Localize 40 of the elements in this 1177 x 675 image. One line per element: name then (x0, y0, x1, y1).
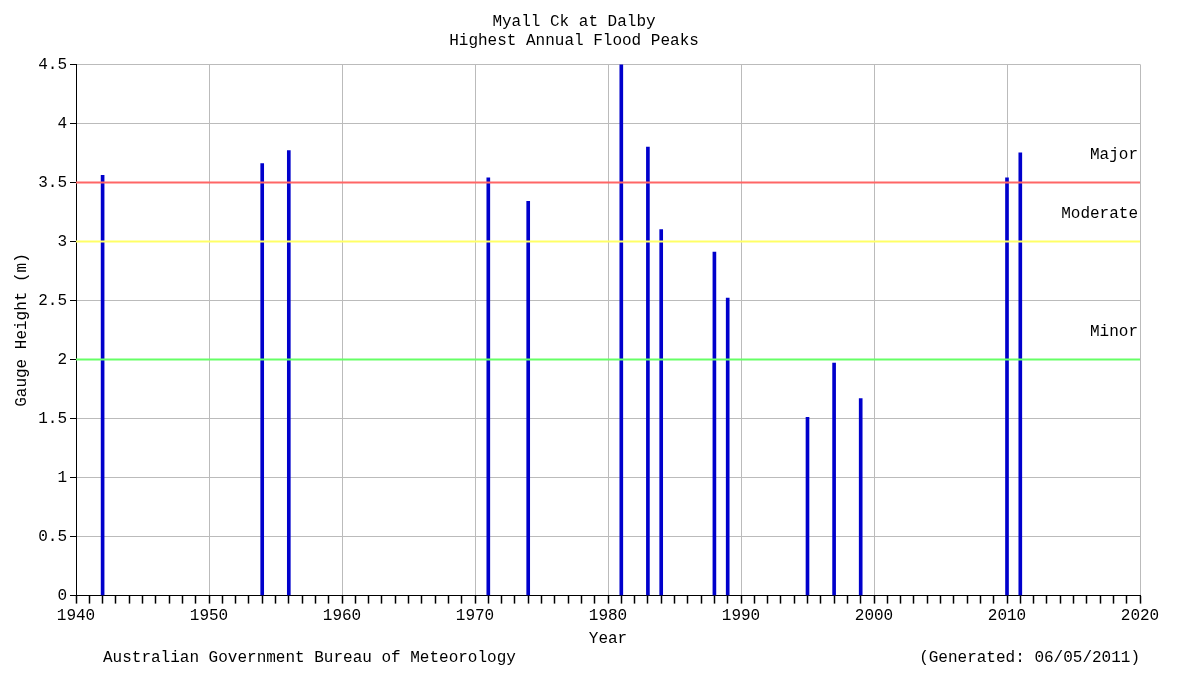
y-tick-label: 3.5 (38, 173, 67, 192)
y-tick-label: 2.5 (38, 291, 67, 310)
bar (659, 229, 664, 596)
ref-line-label: Minor (1089, 322, 1138, 341)
y-tick-label: 2 (57, 350, 67, 369)
y-tick-label: 1 (57, 468, 67, 487)
x-tick-label: 1990 (721, 607, 761, 626)
bar (1018, 152, 1023, 596)
y-tick-label: 3 (57, 232, 67, 251)
y-tick-label: 4.5 (38, 55, 67, 74)
x-tick-label: 1950 (189, 607, 229, 626)
text: Australian Government Bureau of Meteorology (103, 649, 517, 668)
ref-line-label: Major (1089, 145, 1138, 164)
x-axis-title: Year (588, 629, 628, 648)
x-tick-label: 1940 (56, 607, 96, 626)
bar (286, 150, 291, 596)
ref-line-label: Moderate (1061, 204, 1138, 223)
bar (858, 398, 863, 596)
x-tick-label: 2010 (987, 607, 1027, 626)
bar (526, 201, 531, 596)
bar (619, 64, 624, 596)
bar (1005, 177, 1009, 596)
bar (725, 297, 730, 596)
y-axis-title: Gauge Height (m) (12, 253, 31, 407)
x-tick-label: 1970 (455, 607, 495, 626)
y-tick-label: 4 (57, 114, 67, 133)
bar (260, 163, 265, 596)
x-tick-label: 2020 (1120, 607, 1160, 626)
chart-title: Myall Ck at Dalby (492, 12, 657, 31)
x-tick-label: 2000 (854, 607, 894, 626)
x-tick-label: 1960 (322, 607, 362, 626)
text: (Generated: 06/05/2011) (919, 649, 1140, 668)
chart-subtitle: Highest Annual Flood Peaks (449, 32, 699, 51)
bar (832, 362, 836, 596)
x-tick-label: 1980 (588, 607, 628, 626)
bar (646, 146, 650, 596)
y-tick-label: 0 (57, 586, 67, 605)
bar (486, 177, 491, 596)
y-tick-label: 0.5 (38, 527, 67, 546)
y-tick-label: 1.5 (38, 409, 67, 428)
